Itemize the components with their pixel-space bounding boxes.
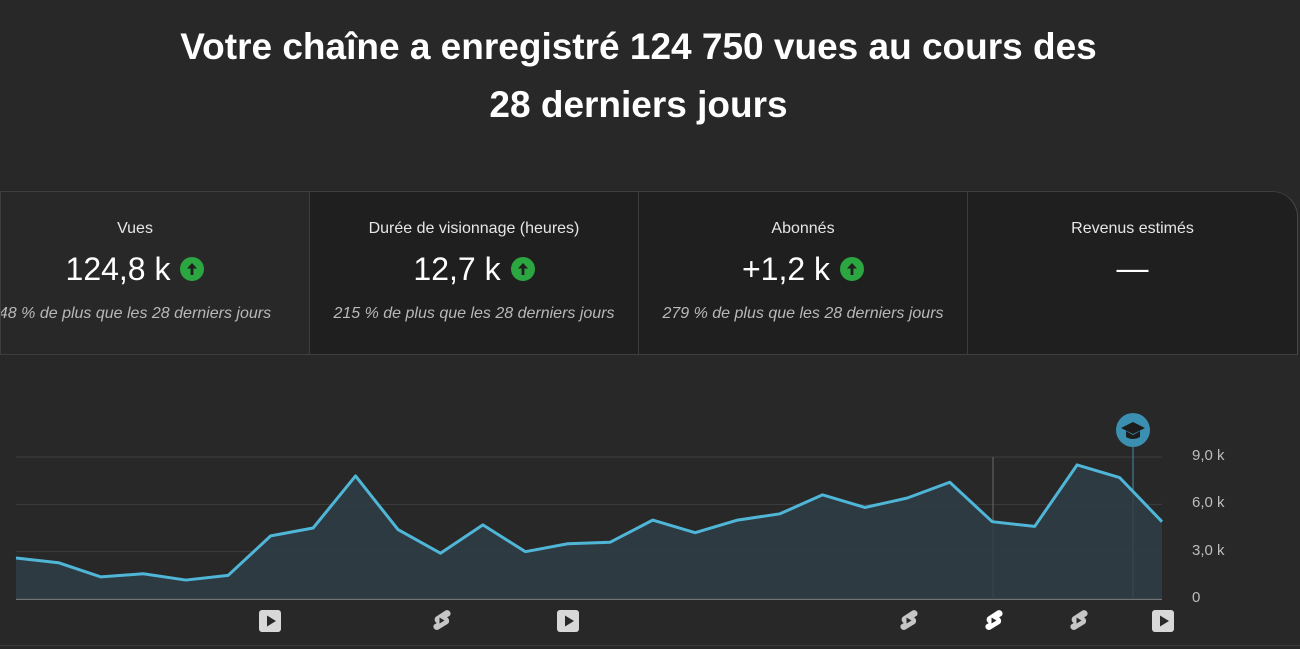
metric-value-row: +1,2 k <box>639 249 967 289</box>
metric-value: — <box>1116 250 1149 286</box>
arrow-up-icon <box>180 257 205 281</box>
shorts-icon[interactable] <box>426 606 456 636</box>
metric-card-views[interactable]: Vues 124,8 k 48 % de plus que les 28 der… <box>0 192 310 354</box>
y-tick-label: 0 <box>1192 589 1201 606</box>
metric-label: Durée de visionnage (heures) <box>368 220 580 237</box>
headline: Votre chaîne a enregistré 124 750 vues a… <box>0 18 1277 134</box>
metric-card-revenue[interactable]: Revenus estimés — <box>968 192 1297 354</box>
metric-card-subscribers[interactable]: Abonnés +1,2 k 279 % de plus que les 28 … <box>639 192 968 354</box>
y-tick-label: 3,0 k <box>1192 541 1225 559</box>
metric-value: 124,8 k <box>65 250 171 287</box>
metric-value: 12,7 k <box>413 250 501 287</box>
headline-line-2: 28 derniers jours <box>489 84 788 125</box>
shorts-icon[interactable] <box>893 606 923 636</box>
video-play-icon[interactable] <box>255 606 285 636</box>
metric-value-row: 12,7 k <box>310 249 638 289</box>
metric-card-watch-time[interactable]: Durée de visionnage (heures) 12,7 k 215 … <box>310 192 639 354</box>
metric-label: Abonnés <box>771 220 835 237</box>
metric-comparison: 279 % de plus que les 28 derniers jours <box>662 305 944 322</box>
metric-value: +1,2 k <box>741 250 831 287</box>
graduation-cap-icon[interactable] <box>1116 413 1150 447</box>
arrow-up-icon <box>840 257 865 281</box>
y-tick-label: 6,0 k <box>1192 494 1225 512</box>
divider <box>0 645 1300 646</box>
metric-value-row: 124,8 k <box>1 249 309 289</box>
views-line <box>15 463 1164 582</box>
video-play-icon[interactable] <box>553 606 583 636</box>
arrow-up-icon <box>510 257 535 281</box>
metric-cards: Vues 124,8 k 48 % de plus que les 28 der… <box>0 191 1298 355</box>
views-area <box>16 464 1162 599</box>
headline-line-1: Votre chaîne a enregistré 124 750 vues a… <box>180 26 1097 67</box>
metric-label: Vues <box>117 220 153 237</box>
shorts-icon[interactable] <box>978 606 1008 636</box>
shorts-icon[interactable] <box>1063 606 1093 636</box>
video-play-icon[interactable] <box>1148 606 1178 636</box>
metric-label: Revenus estimés <box>1071 220 1194 237</box>
y-tick-label: 9,0 k <box>1192 447 1225 464</box>
metric-comparison: 215 % de plus que les 28 derniers jours <box>333 305 615 322</box>
metric-comparison: 48 % de plus que les 28 derniers jours <box>0 305 272 322</box>
